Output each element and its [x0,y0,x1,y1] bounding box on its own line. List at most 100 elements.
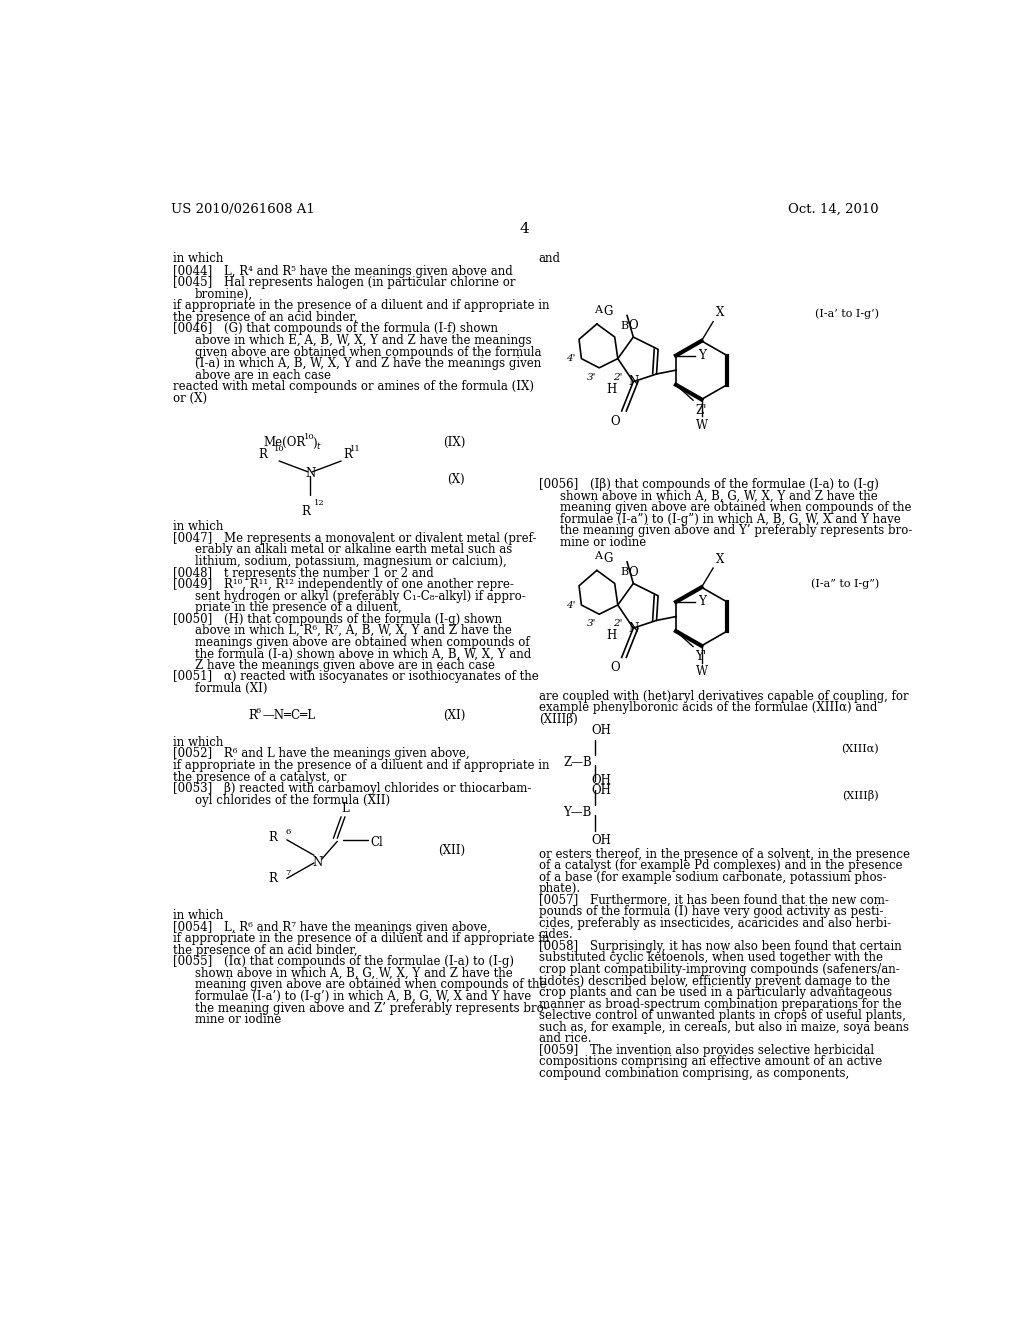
Text: [0051] α) reacted with isocyanates or isothiocyanates of the: [0051] α) reacted with isocyanates or is… [173,671,539,684]
Text: above in which E, A, B, W, X, Y and Z have the meanings: above in which E, A, B, W, X, Y and Z ha… [195,334,531,347]
Text: N: N [305,467,315,480]
Text: OH: OH [592,725,611,738]
Text: [0045] Hal represents halogen (in particular chlorine or: [0045] Hal represents halogen (in partic… [173,276,515,289]
Text: and rice.: and rice. [539,1032,591,1045]
Text: O: O [629,319,638,333]
Text: [0057] Furthermore, it has been found that the new com-: [0057] Furthermore, it has been found th… [539,894,889,907]
Text: N: N [628,375,638,388]
Text: phate).: phate). [539,882,581,895]
Text: R: R [248,709,257,722]
Text: X: X [716,553,724,566]
Text: H: H [606,383,616,396]
Text: in which: in which [173,737,223,748]
Text: above in which L, R⁶, R⁷, A, B, W, X, Y and Z have the: above in which L, R⁶, R⁷, A, B, W, X, Y … [195,624,512,638]
Text: R: R [259,449,267,462]
Text: Y: Y [697,348,706,362]
Text: N: N [628,622,638,635]
Text: tidotes) described below, efficiently prevent damage to the: tidotes) described below, efficiently pr… [539,974,890,987]
Text: O: O [610,414,621,428]
Text: (I-a) in which A, B, W, X, Y and Z have the meanings given: (I-a) in which A, B, W, X, Y and Z have … [195,358,541,370]
Text: meaning given above are obtained when compounds of the: meaning given above are obtained when co… [560,502,912,513]
Text: [0048] t represents the number 1 or 2 and: [0048] t represents the number 1 or 2 an… [173,566,434,579]
Text: 6: 6 [286,828,291,836]
Text: in which: in which [173,252,223,265]
Text: Z': Z' [695,404,707,417]
Text: [0052] R⁶ and L have the meanings given above,: [0052] R⁶ and L have the meanings given … [173,747,470,760]
Text: Y: Y [697,595,706,609]
Text: the meaning given above and Z’ preferably represents bro-: the meaning given above and Z’ preferabl… [195,1002,548,1015]
Text: X: X [716,306,724,319]
Text: [0059] The invention also provides selective herbicidal: [0059] The invention also provides selec… [539,1044,873,1057]
Text: (XIIIβ): (XIIIβ) [539,713,578,726]
Text: 2': 2' [613,619,623,628]
Text: Y': Y' [695,651,707,664]
Text: OH: OH [592,834,611,846]
Text: [0054] L, R⁶ and R⁷ have the meanings given above,: [0054] L, R⁶ and R⁷ have the meanings gi… [173,921,490,933]
Text: shown above in which A, B, G, W, X, Y and Z have the: shown above in which A, B, G, W, X, Y an… [560,490,879,503]
Text: B: B [621,568,629,577]
Text: (X): (X) [447,474,465,486]
Text: in which: in which [173,909,223,923]
Text: or esters thereof, in the presence of a solvent, in the presence: or esters thereof, in the presence of a … [539,847,909,861]
Text: cides, preferably as insecticides, acaricides and also herbi-: cides, preferably as insecticides, acari… [539,917,891,929]
Text: meaning given above are obtained when compounds of the: meaning given above are obtained when co… [195,978,546,991]
Text: OH: OH [592,784,611,797]
Text: if appropriate in the presence of a diluent and if appropriate in: if appropriate in the presence of a dilu… [173,932,550,945]
Text: [0047] Me represents a monovalent or divalent metal (pref-: [0047] Me represents a monovalent or div… [173,532,537,545]
Text: Oct. 14, 2010: Oct. 14, 2010 [788,203,879,216]
Text: the presence of an acid binder,: the presence of an acid binder, [173,312,357,323]
Text: or (X): or (X) [173,392,207,405]
Text: (XIIIβ): (XIIIβ) [843,789,879,801]
Text: [0044] L, R⁴ and R⁵ have the meanings given above and: [0044] L, R⁴ and R⁵ have the meanings gi… [173,264,513,277]
Text: if appropriate in the presence of a diluent and if appropriate in: if appropriate in the presence of a dilu… [173,759,550,772]
Text: and: and [539,252,561,265]
Text: mine or iodine: mine or iodine [560,536,647,549]
Text: compositions comprising an effective amount of an active: compositions comprising an effective amo… [539,1056,882,1068]
Text: 12: 12 [314,499,325,507]
Text: of a base (for example sodium carbonate, potassium phos-: of a base (for example sodium carbonate,… [539,871,887,883]
Text: of a catalyst (for example Pd complexes) and in the presence: of a catalyst (for example Pd complexes)… [539,859,902,873]
Text: formulae (I-a’) to (I-g’) in which A, B, G, W, X and Y have: formulae (I-a’) to (I-g’) in which A, B,… [195,990,530,1003]
Text: OH: OH [592,775,611,788]
Text: O: O [610,661,621,675]
Text: sent hydrogen or alkyl (preferably C₁-C₈-alkyl) if appro-: sent hydrogen or alkyl (preferably C₁-C₈… [195,590,525,603]
Text: pounds of the formula (I) have very good activity as pesti-: pounds of the formula (I) have very good… [539,906,884,919]
Text: [0056] (Iβ) that compounds of the formulae (I-a) to (I-g): [0056] (Iβ) that compounds of the formul… [539,478,879,491]
Text: 3': 3' [587,619,596,628]
Text: 4': 4' [565,601,575,610]
Text: B: B [621,321,629,331]
Text: [0053] β) reacted with carbamoyl chlorides or thiocarbam-: [0053] β) reacted with carbamoyl chlorid… [173,781,531,795]
Text: [0049] R¹⁰, R¹¹, R¹² independently of one another repre-: [0049] R¹⁰, R¹¹, R¹² independently of on… [173,578,514,591]
Text: 2': 2' [613,372,623,381]
Text: N: N [312,855,323,869]
Text: (I-a” to I-g”): (I-a” to I-g”) [811,578,879,589]
Text: )$_t$: )$_t$ [311,436,322,451]
Text: crop plants and can be used in a particularly advantageous: crop plants and can be used in a particu… [539,986,892,999]
Text: R: R [343,449,352,462]
Text: G: G [604,552,613,565]
Text: such as, for example, in cereals, but also in maize, soya beans: such as, for example, in cereals, but al… [539,1020,908,1034]
Text: R: R [268,871,278,884]
Text: 4: 4 [520,222,529,235]
Text: 10: 10 [274,445,285,453]
Text: Z—B: Z—B [563,755,592,768]
Text: Cl: Cl [371,837,383,850]
Text: G: G [604,305,613,318]
Text: crop plant compatibility-improving compounds (safeners/an-: crop plant compatibility-improving compo… [539,964,899,975]
Text: [0058] Surprisingly, it has now also been found that certain: [0058] Surprisingly, it has now also bee… [539,940,901,953]
Text: bromine),: bromine), [195,288,253,301]
Text: L: L [341,803,349,816]
Text: A: A [594,552,602,561]
Text: 7: 7 [286,869,291,876]
Text: selective control of unwanted plants in crops of useful plants,: selective control of unwanted plants in … [539,1010,905,1022]
Text: O: O [629,566,638,578]
Text: [0046] (G) that compounds of the formula (I-f) shown: [0046] (G) that compounds of the formula… [173,322,498,335]
Text: the formula (I-a) shown above in which A, B, W, X, Y and: the formula (I-a) shown above in which A… [195,647,530,660]
Text: the presence of a catalyst, or: the presence of a catalyst, or [173,771,346,784]
Text: R: R [268,832,278,843]
Text: formulae (I-a”) to (I-g”) in which A, B, G, W, X and Y have: formulae (I-a”) to (I-g”) in which A, B,… [560,512,901,525]
Text: given above are obtained when compounds of the formula: given above are obtained when compounds … [195,346,541,359]
Text: substituted cyclic ketoenols, when used together with the: substituted cyclic ketoenols, when used … [539,952,883,965]
Text: erably an alkali metal or alkaline earth metal such as: erably an alkali metal or alkaline earth… [195,544,512,557]
Text: [0050] (H) that compounds of the formula (I-g) shown: [0050] (H) that compounds of the formula… [173,612,502,626]
